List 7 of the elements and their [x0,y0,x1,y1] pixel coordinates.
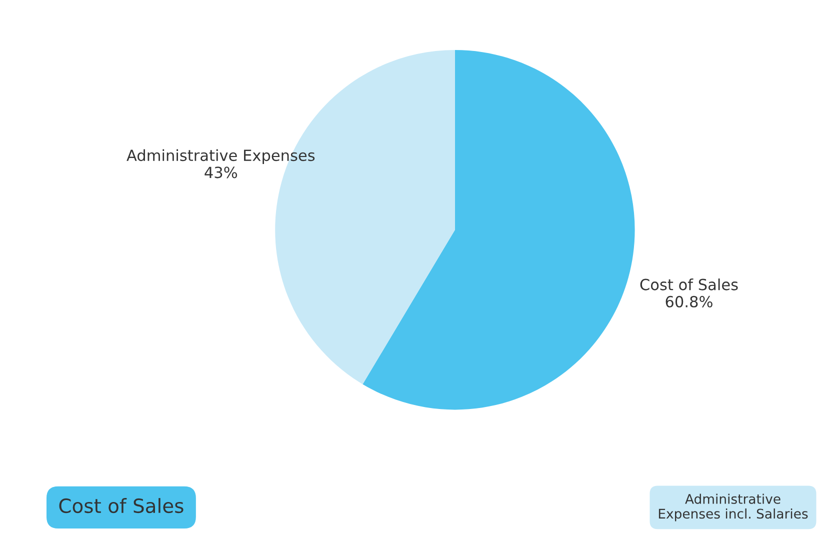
pie-slice [362,50,635,410]
text: Administrative Expenses incl. Salaries [658,494,808,522]
slice-label: Administrative Expenses [126,149,315,164]
data-label: 43% [204,166,238,178]
text: Cost of Sales [59,498,184,514]
slice-label: Cost of Sales [640,278,738,290]
data-label: 60.8% [666,296,712,308]
